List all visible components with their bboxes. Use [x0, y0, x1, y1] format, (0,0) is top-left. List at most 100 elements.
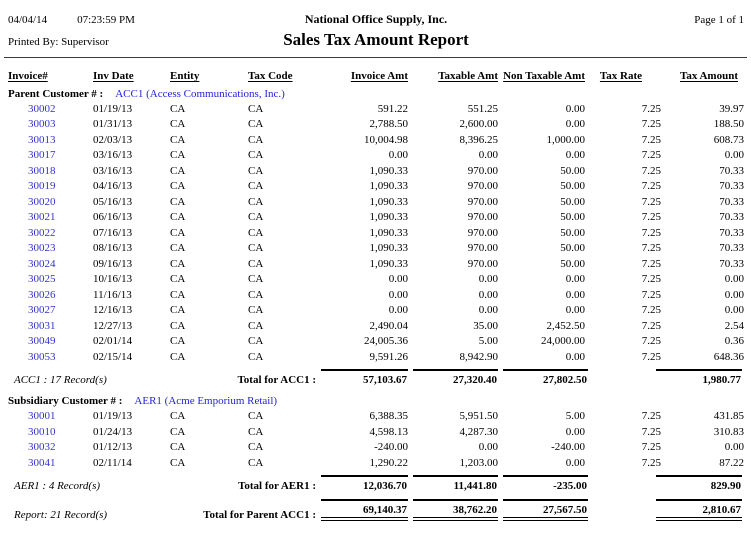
- inv-date-cell: 06/16/13: [93, 211, 133, 223]
- inv-date-cell: 01/12/13: [93, 441, 133, 453]
- tax-amount-cell: 70.33: [719, 226, 744, 239]
- parent-customer-label: Parent Customer # :: [8, 87, 104, 100]
- invoice-number-link[interactable]: 30041: [28, 456, 56, 469]
- invoice-number-link[interactable]: 30001: [28, 410, 56, 422]
- invoice-number-link[interactable]: 30023: [28, 242, 56, 254]
- non-taxable-amt-cell: 0.00: [565, 149, 585, 161]
- invoice-number-link[interactable]: 30027: [28, 304, 56, 316]
- col-header-tax-amount: Tax Amount: [680, 70, 738, 82]
- invoice-number-link[interactable]: 30049: [28, 335, 56, 347]
- invoice-number-link[interactable]: 30025: [28, 273, 56, 285]
- invoice-number-link[interactable]: 30031: [28, 319, 56, 332]
- total-tax-rate-blank: [593, 383, 662, 386]
- invoice-row: 30013 02/03/13 CA CA 10,004.98 8,396.25 1,000.…: [8, 133, 744, 149]
- total-non-taxable-amt: -235.00: [503, 475, 588, 492]
- invoice-number-link[interactable]: 30018: [28, 164, 56, 177]
- invoice-row: 30019 04/16/13 CA CA 1,090.33 970.00 50.00 7.25…: [8, 179, 744, 195]
- tax-code-cell: CA: [248, 195, 264, 208]
- inv-date-cell: 11/16/13: [93, 288, 132, 301]
- invoice-number-link[interactable]: 30020: [28, 195, 56, 208]
- tax-code-cell: CA: [248, 273, 264, 285]
- header-divider: [4, 57, 747, 58]
- report-body: Parent Customer # : ACC1 (Access Communic…: [8, 86, 744, 521]
- invoice-amt-cell: 1,090.33: [369, 164, 409, 177]
- subsidiary-customer-header: Subsidiary Customer # : AER1 (Acme Empori…: [8, 393, 744, 409]
- tax-code-cell: CA: [248, 133, 264, 146]
- entity-cell: CA: [170, 410, 186, 422]
- tax-rate-cell: 7.25: [641, 319, 661, 332]
- inv-date-cell: 01/24/13: [93, 425, 133, 438]
- tax-rate-cell: 7.25: [641, 195, 661, 208]
- tax-rate-cell: 7.25: [641, 425, 661, 438]
- entity-cell: CA: [170, 133, 186, 146]
- invoice-number-link[interactable]: 30017: [28, 149, 56, 161]
- total-tax-rate-blank: [593, 518, 662, 521]
- taxable-amt-cell: 970.00: [467, 242, 498, 254]
- non-taxable-amt-cell: 0.00: [565, 288, 585, 301]
- taxable-amt-cell: 970.00: [467, 195, 498, 208]
- acc1-total-row: ACC1 : 17 Record(s) Total for ACC1 : 57,10…: [8, 369, 744, 386]
- entity-cell: CA: [170, 441, 186, 453]
- invoice-number-link[interactable]: 30002: [28, 102, 56, 115]
- invoice-row: 30003 01/31/13 CA CA 2,788.50 2,600.00 0.00 7.2…: [8, 117, 744, 133]
- inv-date-cell: 01/31/13: [93, 118, 133, 130]
- invoice-number-link[interactable]: 30026: [28, 288, 56, 301]
- non-taxable-amt-cell: 50.00: [560, 195, 585, 208]
- tax-code-cell: CA: [248, 102, 264, 115]
- invoice-number-link[interactable]: 30022: [28, 226, 56, 239]
- invoice-amt-cell: 6,388.35: [369, 410, 409, 422]
- invoice-number-link[interactable]: 30053: [28, 350, 56, 363]
- invoice-number-link[interactable]: 30024: [28, 257, 56, 270]
- column-header-row: Invoice# Inv Date Entity Tax Code Invoic…: [8, 69, 744, 85]
- inv-date-cell: 12/27/13: [93, 319, 133, 332]
- customer-link[interactable]: ACC1 (Access Communications, Inc.): [115, 87, 285, 100]
- taxable-amt-cell: 0.00: [478, 149, 498, 161]
- col-header-tax-code: Tax Code: [248, 70, 293, 82]
- tax-code-cell: CA: [248, 242, 264, 254]
- total-tax-amount: 2,810.67: [656, 499, 742, 521]
- subsidiary-customer-label: Subsidiary Customer # :: [8, 395, 123, 407]
- report-header-line1: 04/04/14 07:23:59 PM National Office Supp…: [8, 12, 744, 27]
- invoice-number-link[interactable]: 30013: [28, 133, 56, 146]
- invoice-number-link[interactable]: 30032: [28, 441, 56, 453]
- tax-amount-cell: 648.36: [713, 350, 744, 363]
- inv-date-cell: 09/16/13: [93, 257, 133, 270]
- entity-cell: CA: [170, 164, 186, 177]
- invoice-number-link[interactable]: 30003: [28, 118, 56, 130]
- col-header-inv-date: Inv Date: [93, 70, 134, 82]
- inv-date-cell: 08/16/13: [93, 242, 133, 254]
- invoice-amt-cell: 1,090.33: [369, 180, 409, 192]
- taxable-amt-cell: 970.00: [467, 226, 498, 239]
- tax-rate-cell: 7.25: [641, 441, 661, 453]
- non-taxable-amt-cell: 1,000.00: [546, 133, 586, 146]
- entity-cell: CA: [170, 226, 186, 239]
- inv-date-cell: 04/16/13: [93, 180, 133, 192]
- col-header-tax-rate: Tax Rate: [599, 70, 642, 82]
- invoice-row: 30021 06/16/13 CA CA 1,090.33 970.00 50.00 7.25…: [8, 210, 744, 226]
- invoice-number-link[interactable]: 30021: [28, 211, 56, 223]
- tax-rate-cell: 7.25: [641, 149, 661, 161]
- invoice-row: 30010 01/24/13 CA CA 4,598.13 4,287.30 0.00 7.2…: [8, 425, 744, 441]
- invoice-number-link[interactable]: 30019: [28, 180, 56, 192]
- non-taxable-amt-cell: 0.00: [565, 304, 585, 316]
- entity-cell: CA: [170, 304, 186, 316]
- total-tax-amount: 829.90: [656, 475, 742, 492]
- inv-date-cell: 03/16/13: [93, 149, 133, 161]
- tax-code-cell: CA: [248, 226, 264, 239]
- tax-code-cell: CA: [248, 350, 264, 363]
- invoice-row: 30022 07/16/13 CA CA 1,090.33 970.00 50.00 7.25…: [8, 226, 744, 242]
- parent-customer-header: Parent Customer # : ACC1 (Access Communic…: [8, 86, 744, 102]
- tax-amount-cell: 0.00: [724, 441, 744, 453]
- tax-code-cell: CA: [248, 149, 264, 161]
- tax-amount-cell: 0.00: [724, 288, 744, 301]
- entity-cell: CA: [170, 242, 186, 254]
- tax-amount-cell: 70.33: [719, 195, 744, 208]
- total-taxable-amt: 27,320.40: [413, 369, 498, 386]
- customer-link[interactable]: AER1 (Acme Emporium Retail): [134, 395, 278, 407]
- tax-code-cell: CA: [248, 335, 264, 347]
- invoice-row: 30020 05/16/13 CA CA 1,090.33 970.00 50.00 7.25…: [8, 195, 744, 211]
- invoice-number-link[interactable]: 30010: [28, 425, 56, 438]
- taxable-amt-cell: 1,203.00: [459, 456, 499, 469]
- tax-code-cell: CA: [248, 257, 264, 270]
